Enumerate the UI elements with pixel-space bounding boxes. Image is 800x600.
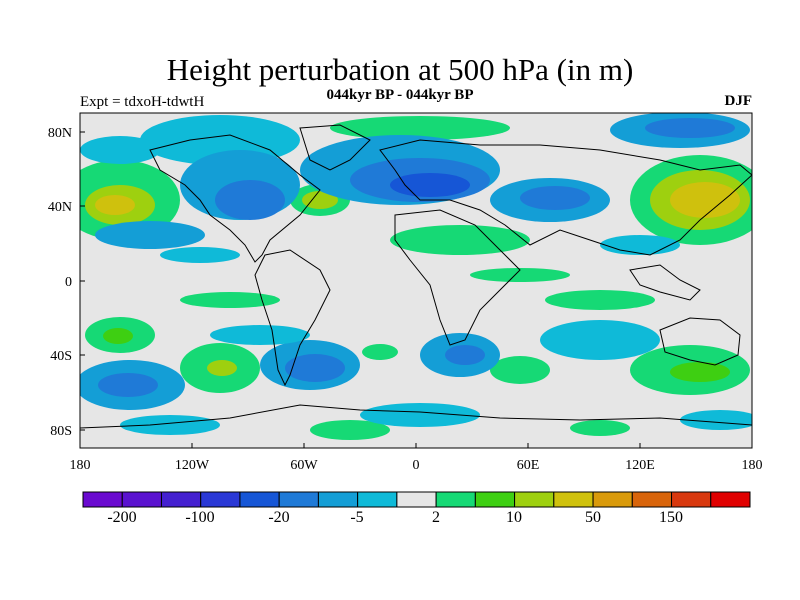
y-tick-label: 0	[65, 275, 72, 290]
colorbar-swatch	[121, 491, 162, 508]
colorbar-label: 10	[506, 509, 522, 526]
x-axis-labels: 180 120W 60W 0 60E 120E 180	[70, 458, 763, 473]
colorbar-swatch	[514, 491, 555, 508]
colorbar-label: -100	[185, 509, 214, 526]
colorbar-label: -20	[268, 509, 289, 526]
colorbar-swatch	[239, 491, 280, 508]
colorbar	[82, 491, 751, 508]
map-plot-area	[80, 113, 752, 448]
map-subtitle: 044kyr BP - 044kyr BP	[326, 87, 474, 103]
y-tick-label: 40N	[48, 200, 72, 215]
colorbar-label: 50	[585, 509, 601, 526]
colorbar-label: 150	[659, 509, 683, 526]
x-tick-label: 120E	[625, 458, 655, 473]
x-tick-label: 180	[70, 458, 91, 473]
axis-ticks	[79, 131, 753, 448]
x-tick-label: 0	[413, 458, 420, 473]
y-axis-labels: 80N 40N 0 40S 80S	[48, 126, 72, 439]
map-title: Height perturbation at 500 hPa (in m)	[166, 52, 634, 87]
y-tick-label: 80S	[50, 424, 72, 439]
x-tick-label: 60E	[517, 458, 540, 473]
season-label: DJF	[724, 93, 753, 109]
colorbar-swatch	[82, 491, 123, 508]
colorbar-swatch	[474, 491, 516, 508]
contour-fields	[80, 113, 752, 440]
x-tick-label: 120W	[175, 458, 210, 473]
colorbar-label: 2	[432, 509, 440, 526]
colorbar-label: -5	[350, 509, 363, 526]
y-tick-label: 80N	[48, 126, 72, 141]
x-tick-label: 180	[742, 458, 763, 473]
colorbar-swatch	[357, 491, 398, 508]
colorbar-swatch	[278, 491, 319, 508]
colorbar-swatch	[710, 491, 751, 508]
colorbar-swatch	[396, 491, 437, 508]
colorbar-swatch	[435, 491, 476, 508]
colorbar-labels: -200 -100 -20 -5 2 10 50 150	[107, 509, 683, 526]
colorbar-label: -200	[107, 509, 136, 526]
y-tick-label: 40S	[50, 349, 72, 364]
colorbar-swatch	[160, 491, 202, 508]
x-tick-label: 60W	[290, 458, 318, 473]
colorbar-swatch	[592, 491, 633, 508]
colorbar-swatch	[317, 491, 359, 508]
colorbar-swatch	[553, 491, 594, 508]
experiment-label: Expt = tdxoH-tdwtH	[80, 94, 205, 110]
colorbar-swatch	[200, 491, 241, 508]
colorbar-swatch	[631, 491, 673, 508]
coastlines	[80, 124, 752, 429]
colorbar-swatch	[671, 491, 712, 508]
